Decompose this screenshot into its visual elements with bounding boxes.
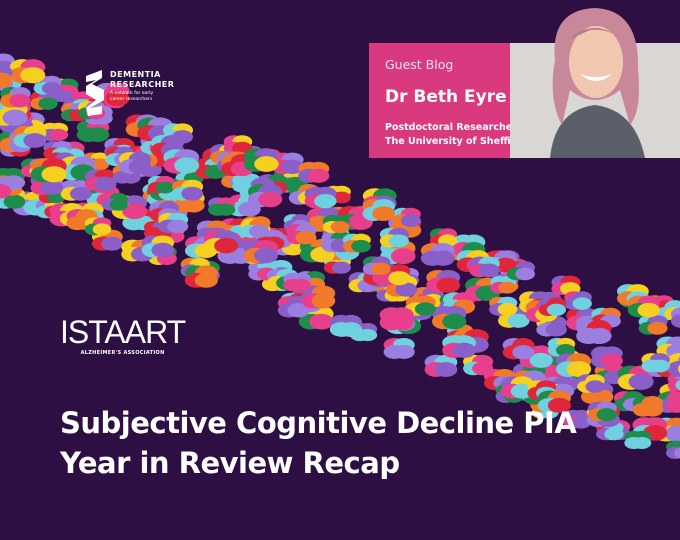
brain-bubble-icon <box>223 135 253 155</box>
brain-bubble-icon <box>121 239 154 262</box>
brain-bubble-icon <box>670 307 680 328</box>
brain-bubble-icon <box>304 186 337 209</box>
brain-bubble-icon <box>383 337 415 359</box>
dementia-researcher-logo-icon <box>86 70 104 116</box>
brain-bubble-icon <box>624 430 652 450</box>
brain-bubble-icon <box>638 315 668 335</box>
brain-bubble-icon <box>506 261 536 281</box>
brain-bubble-icon <box>379 307 414 331</box>
brain-bubble-icon <box>119 152 152 174</box>
brain-bubble-icon <box>490 276 517 294</box>
brain-bubble-icon <box>147 175 175 194</box>
guest-blog-label: Guest Blog <box>385 57 454 72</box>
brain-bubble-icon <box>442 335 476 358</box>
blog-title: Subjective Cognitive Decline PIA Year in… <box>60 403 577 483</box>
brain-bubble-icon <box>556 353 592 377</box>
brain-bubble-icon <box>362 199 395 222</box>
brain-bubble-icon <box>208 197 236 216</box>
brain-bubble-icon <box>564 291 592 310</box>
brain-bubble-icon <box>489 296 518 316</box>
brain-bubble-icon <box>13 125 47 148</box>
brain-bubble-icon <box>286 224 317 245</box>
author-affiliation: Postdoctoral Researcher The University o… <box>385 121 527 149</box>
dementia-researcher-logo: DEMENTIA RESEARCHER A network for early … <box>84 70 175 116</box>
brain-bubble-icon <box>172 179 204 201</box>
brain-bubble-icon <box>243 148 279 172</box>
brain-bubble-icon <box>577 374 605 393</box>
brain-bubble-icon <box>590 346 623 368</box>
brain-bubble-icon <box>463 354 494 376</box>
brain-bubble-icon <box>94 82 130 107</box>
brain-bubble-icon <box>329 314 363 337</box>
brain-bubble-icon <box>0 64 13 88</box>
brain-bubble-icon <box>283 272 311 292</box>
brain-bubble-icon <box>60 179 92 201</box>
brain-bubble-icon <box>247 184 283 208</box>
dementia-researcher-tagline: A network for early career researchers <box>110 91 154 102</box>
brain-bubble-icon <box>424 354 458 377</box>
brain-bubble-icon <box>666 440 680 459</box>
brain-bubble-icon <box>84 217 112 236</box>
brain-bubble-icon <box>576 320 612 345</box>
author-photo <box>510 0 680 158</box>
blog-title-line-2: Year in Review Recap <box>60 446 400 480</box>
author-name: Dr Beth Eyre <box>385 87 507 107</box>
brain-bubble-icon <box>33 75 62 95</box>
brain-bubble-icon <box>243 239 279 264</box>
brain-bubble-icon <box>537 390 572 413</box>
brain-bubble-icon <box>0 176 12 199</box>
brain-bubble-icon <box>40 122 69 142</box>
brain-bubble-icon <box>30 158 67 183</box>
brain-bubble-icon <box>641 353 670 373</box>
brain-bubble-icon <box>342 233 371 253</box>
brain-bubble-icon <box>379 227 409 248</box>
brain-bubble-icon <box>184 265 218 288</box>
brain-bubble-icon <box>502 338 535 360</box>
brain-bubble-icon <box>587 401 617 422</box>
brain-bubble-icon <box>627 295 660 318</box>
author-institution: The University of Sheffield <box>385 136 528 147</box>
brain-bubble-icon <box>392 207 421 228</box>
brain-bubble-icon <box>298 161 330 183</box>
brain-bubble-icon <box>551 275 581 296</box>
dementia-researcher-name: DEMENTIA RESEARCHER <box>110 70 175 89</box>
brain-bubble-icon <box>632 396 664 417</box>
author-role: Postdoctoral Researcher <box>385 122 517 133</box>
brain-bubble-icon <box>426 269 461 293</box>
istaart-subtitle: ALZHEIMER'S ASSOCIATION <box>80 350 165 356</box>
brain-bubble-icon <box>469 256 500 278</box>
blog-title-line-1: Subjective Cognitive Decline PIA <box>60 406 577 440</box>
brain-bubble-icon <box>9 59 46 84</box>
brain-bubble-icon <box>563 409 592 429</box>
brain-bubble-icon <box>547 337 576 357</box>
brain-bubble-icon <box>84 169 117 191</box>
brain-bubble-icon <box>101 193 128 211</box>
brain-bubble-icon <box>538 297 567 316</box>
brain-bubble-icon <box>30 91 58 110</box>
brain-bubble-icon <box>431 306 467 330</box>
brain-bubble-icon <box>158 212 189 234</box>
brain-bubble-icon <box>76 120 110 142</box>
istaart-logo: ISTAART ALZHEIMER'S ASSOCIATION <box>60 314 186 356</box>
brain-bubble-icon <box>0 86 31 108</box>
brain-bubble-icon <box>141 235 175 258</box>
brain-bubble-icon <box>240 218 270 238</box>
istaart-name: ISTAART <box>60 314 186 350</box>
brain-bubble-icon <box>203 230 239 254</box>
brain-bubble-icon <box>362 256 391 275</box>
brain-bubble-icon <box>465 277 500 302</box>
brain-bubble-icon <box>500 376 534 399</box>
brain-bubble-icon <box>322 214 350 233</box>
brain-bubble-icon <box>420 243 455 266</box>
brain-bubble-icon <box>163 149 200 174</box>
